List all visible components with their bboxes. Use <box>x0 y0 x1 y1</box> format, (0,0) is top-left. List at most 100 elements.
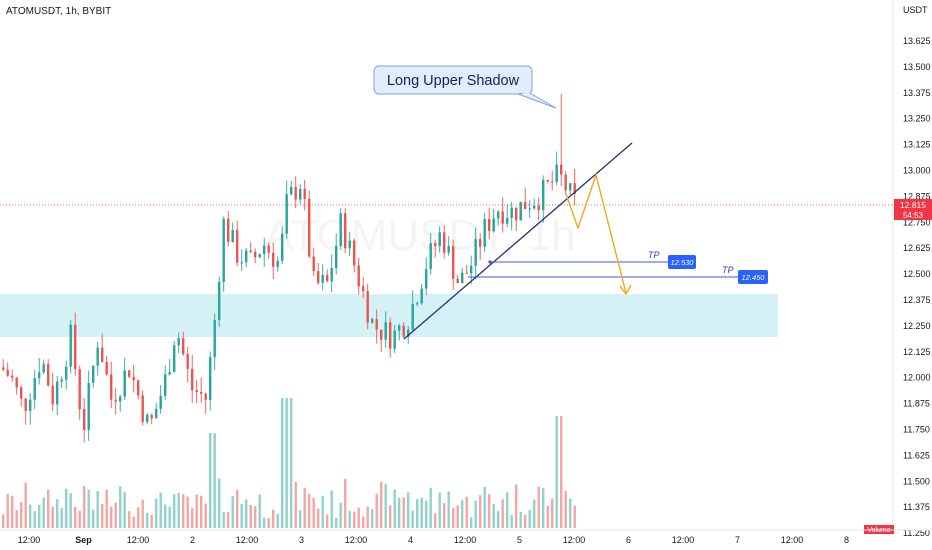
price-tick-label: 11.250 <box>903 528 930 538</box>
candle-body <box>510 207 513 218</box>
volume-bar <box>29 504 32 528</box>
volume-bar <box>191 508 194 528</box>
volume-bar <box>258 494 261 528</box>
volume-bar <box>375 493 378 528</box>
price-axis[interactable]: 13.625 13.500 13.375 13.250 13.125 13.000 12.8… <box>903 36 931 538</box>
candle-body <box>227 218 230 243</box>
volume-bar <box>573 505 576 528</box>
volume-bar <box>357 507 360 528</box>
candle-body <box>195 389 198 392</box>
long-upper-shadow-callout[interactable]: Long Upper Shadow <box>373 65 557 109</box>
volume-bar <box>105 489 108 528</box>
candle-body <box>344 213 347 249</box>
candle-body <box>573 183 576 195</box>
time-axis[interactable]: 12:00 Sep 12:00 2 12:00 3 12:00 4 12:00 5 12:00 6 12… <box>18 535 849 545</box>
volume-bar <box>537 486 540 528</box>
time-tick-label: 12:00 <box>454 535 477 545</box>
volume-bar <box>479 495 482 528</box>
volume-bar <box>6 493 9 528</box>
candle-body <box>182 338 185 355</box>
price-tick-label: 12.875 <box>903 191 931 201</box>
candle-body <box>474 238 477 266</box>
candle-body <box>146 414 149 422</box>
volume-bar <box>542 488 545 528</box>
candle-body <box>60 379 63 382</box>
candle-body <box>245 250 248 263</box>
price-tick-label: 13.375 <box>903 88 931 98</box>
price-tick-label: 12.000 <box>903 373 931 383</box>
volume-bar <box>569 498 572 528</box>
volume-bar <box>294 481 297 528</box>
candle-body <box>524 201 527 210</box>
price-tick-label: 12.750 <box>903 217 931 227</box>
volume-bar <box>200 495 203 528</box>
candle-body <box>20 387 23 399</box>
candle-body <box>200 391 203 394</box>
candle-body <box>330 268 333 282</box>
candle-body <box>164 374 167 396</box>
time-tick-label: 2 <box>190 535 195 545</box>
tp1-price-badge <box>668 255 696 269</box>
volume-bar <box>533 499 536 528</box>
candle-body <box>249 250 252 252</box>
volume-bar <box>164 504 167 528</box>
candle-body <box>87 382 90 430</box>
volume-bar <box>65 488 68 528</box>
watermark-text: ATOMUSDT, 1h <box>264 211 575 260</box>
volume-bar <box>492 503 495 528</box>
price-tick-label: 13.250 <box>903 114 931 124</box>
price-tick-label: 13.500 <box>903 62 931 72</box>
candle-body <box>425 269 428 289</box>
candle-body <box>407 329 410 337</box>
candle-body <box>285 194 288 234</box>
ascending-trendline[interactable] <box>403 142 633 340</box>
chart-header: ATOMUSDT, 1h, BYBIT <box>6 6 112 17</box>
volume-bar <box>353 511 356 528</box>
projection-path[interactable] <box>565 172 627 294</box>
volume-bar <box>483 486 486 528</box>
candle-body <box>173 345 176 372</box>
volume-bar <box>51 506 54 528</box>
candle-body <box>357 265 360 287</box>
candle-body <box>186 354 189 369</box>
candle-body <box>375 319 378 330</box>
candle-body <box>348 240 351 249</box>
candle-body <box>240 262 243 264</box>
candle-body <box>110 374 113 400</box>
volume-bar <box>33 511 36 528</box>
volume-bar <box>488 494 491 528</box>
candle-body <box>551 181 554 183</box>
volume-bar <box>78 510 81 528</box>
candle-body <box>222 218 225 282</box>
volume-bar <box>92 509 95 528</box>
volume-bar <box>497 511 500 528</box>
volume-bar <box>177 492 180 528</box>
volume-bar <box>420 497 423 528</box>
volume-bar <box>434 513 437 528</box>
time-tick-label: Sep <box>75 535 92 545</box>
price-tick-label: 12.625 <box>903 243 931 253</box>
candle-body <box>209 357 212 400</box>
projection-arrowhead <box>619 284 632 296</box>
candle-body <box>132 376 135 381</box>
candle-body <box>155 408 158 419</box>
candle-body <box>456 278 459 284</box>
volume-bar <box>123 492 126 528</box>
time-tick-label: 7 <box>735 535 740 545</box>
volume-bar <box>146 513 149 528</box>
candle-body <box>114 399 117 402</box>
candle-body <box>312 256 315 272</box>
candle-body <box>24 398 27 411</box>
volume-bar <box>137 507 140 528</box>
volume-bar <box>546 505 549 528</box>
candlesticks <box>2 93 576 443</box>
volume-bar <box>218 478 221 528</box>
volume-bar <box>186 496 189 528</box>
candle-body <box>204 393 207 400</box>
candle-body <box>429 243 432 270</box>
volume-bar <box>366 506 369 528</box>
volume-bar <box>209 433 212 528</box>
candle-body <box>236 230 239 263</box>
volume-bar <box>411 510 414 528</box>
